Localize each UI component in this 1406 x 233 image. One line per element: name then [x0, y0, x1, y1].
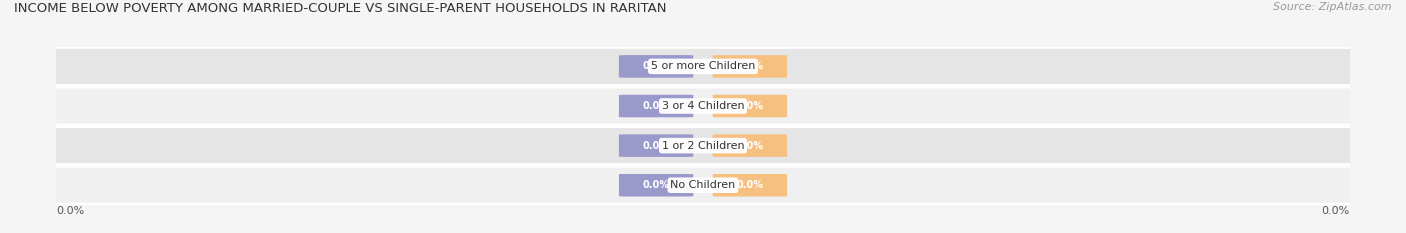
Text: 3 or 4 Children: 3 or 4 Children [662, 101, 744, 111]
Text: 0.0%: 0.0% [737, 62, 763, 71]
Text: No Children: No Children [671, 180, 735, 190]
FancyBboxPatch shape [49, 127, 1357, 164]
Text: 0.0%: 0.0% [56, 206, 84, 216]
FancyBboxPatch shape [619, 55, 693, 78]
FancyBboxPatch shape [713, 55, 787, 78]
FancyBboxPatch shape [49, 87, 1357, 125]
FancyBboxPatch shape [619, 134, 693, 157]
Text: 0.0%: 0.0% [737, 180, 763, 190]
Text: 5 or more Children: 5 or more Children [651, 62, 755, 71]
FancyBboxPatch shape [49, 48, 1357, 85]
FancyBboxPatch shape [619, 95, 693, 117]
Text: 0.0%: 0.0% [643, 101, 669, 111]
Text: 0.0%: 0.0% [1322, 206, 1350, 216]
Text: 0.0%: 0.0% [737, 101, 763, 111]
Text: 0.0%: 0.0% [737, 141, 763, 151]
FancyBboxPatch shape [713, 134, 787, 157]
Text: Source: ZipAtlas.com: Source: ZipAtlas.com [1274, 2, 1392, 12]
Text: 0.0%: 0.0% [643, 180, 669, 190]
FancyBboxPatch shape [49, 167, 1357, 204]
Text: 0.0%: 0.0% [643, 141, 669, 151]
Text: 0.0%: 0.0% [643, 62, 669, 71]
Text: 1 or 2 Children: 1 or 2 Children [662, 141, 744, 151]
Text: INCOME BELOW POVERTY AMONG MARRIED-COUPLE VS SINGLE-PARENT HOUSEHOLDS IN RARITAN: INCOME BELOW POVERTY AMONG MARRIED-COUPL… [14, 2, 666, 15]
FancyBboxPatch shape [713, 174, 787, 196]
FancyBboxPatch shape [713, 95, 787, 117]
FancyBboxPatch shape [619, 174, 693, 196]
